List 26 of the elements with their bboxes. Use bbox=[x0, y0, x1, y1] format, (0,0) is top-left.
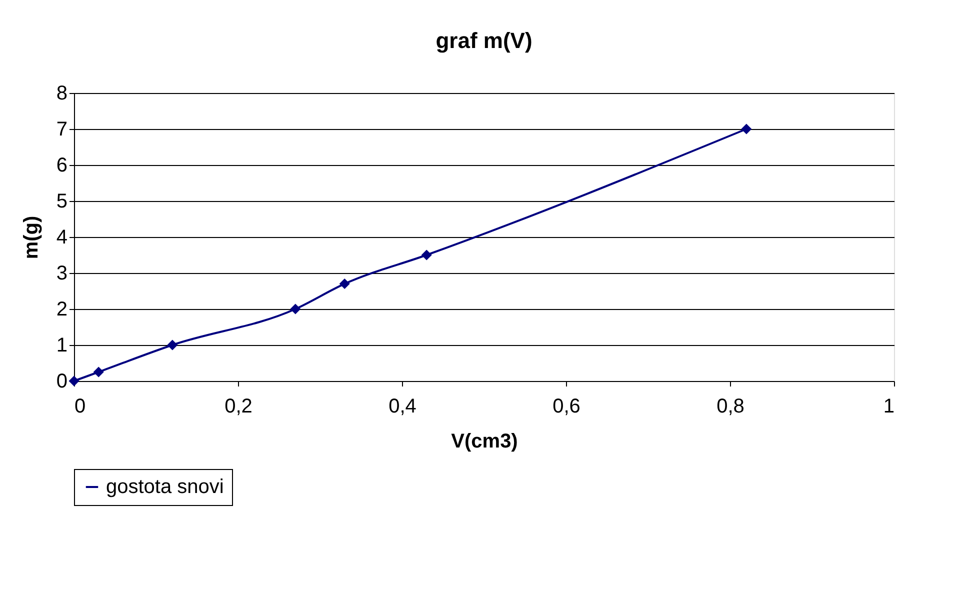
point bbox=[290, 304, 301, 314]
y-tick-label: 8 bbox=[56, 82, 68, 104]
point bbox=[339, 278, 350, 290]
y-tick-label: 5 bbox=[56, 190, 68, 212]
x-tick-label: 1 bbox=[883, 396, 894, 418]
y-tick-label: 3 bbox=[56, 262, 68, 284]
legend-label: gostota snovi bbox=[106, 476, 224, 498]
x-axis-title: V(cm3) bbox=[451, 430, 518, 452]
y-tick-label: 7 bbox=[56, 118, 68, 140]
x-tick-label: 0,6 bbox=[552, 396, 580, 418]
point bbox=[68, 376, 80, 386]
x-tick-label: 0,8 bbox=[716, 396, 744, 418]
point bbox=[741, 124, 752, 134]
y-tick-label: 0 bbox=[56, 370, 68, 392]
point bbox=[167, 340, 178, 350]
y-tick-label: 6 bbox=[56, 154, 68, 176]
y-axis-title: m(g) bbox=[20, 216, 42, 260]
chart-title: graf m(V) bbox=[436, 28, 532, 53]
x-tick-label: 0 bbox=[74, 396, 86, 418]
point bbox=[93, 366, 104, 378]
y-tick-label: 1 bbox=[56, 334, 68, 356]
point bbox=[421, 250, 432, 260]
y-tick-label: 4 bbox=[56, 226, 68, 248]
y-tick-label: 2 bbox=[56, 298, 68, 320]
x-tick-label: 0,4 bbox=[388, 396, 416, 418]
x-tick-label: 0,2 bbox=[224, 396, 252, 418]
